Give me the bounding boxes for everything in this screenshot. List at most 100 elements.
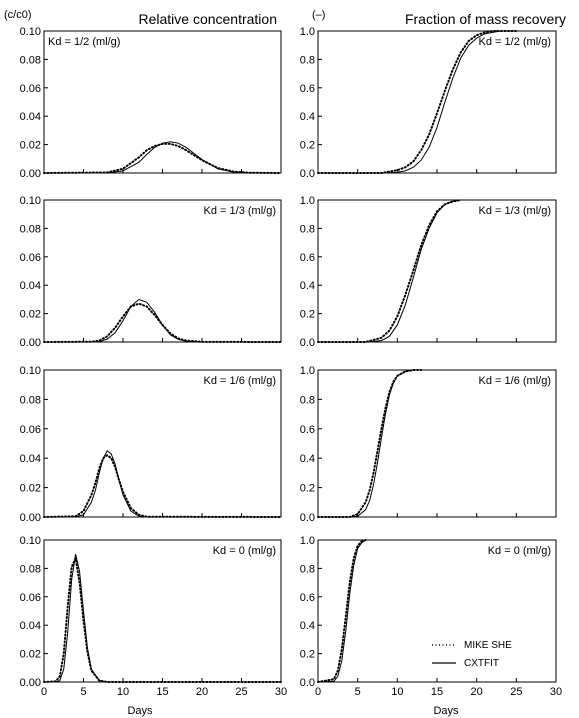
panel-left-1-y-tick-label: 0.08: [20, 54, 41, 66]
panel-right-1-frame: [317, 30, 557, 174]
panel-right-4-cxtfit-line: [317, 539, 366, 683]
panel-left-3-y-tick-label: 0.08: [20, 394, 41, 406]
panel-left-1-y-tick-label: 0.02: [20, 140, 41, 152]
panel-left-1-cxtfit-line: [43, 141, 282, 174]
panel-left-4-y-tick-label: 0.10: [20, 535, 41, 547]
panel-left-4-x-tick-label: 25: [235, 686, 247, 698]
panel-left-1-frame: [43, 30, 282, 174]
panel-right-3-y-tick-label: 0.0: [300, 512, 315, 524]
panel-right-3-y-tick-label: 0.4: [300, 453, 315, 465]
panel-left-2-mike-she-line: [43, 302, 282, 343]
panel-right-4-kd-label: Kd = 0 (ml/g): [488, 545, 551, 557]
panel-right-4-y-tick-label: 0.8: [300, 563, 315, 575]
panel-right-4-y-tick-label: 0.2: [300, 649, 315, 661]
panel-left-1-y-tick-label: 0.04: [20, 111, 41, 123]
panel-left-2-cxtfit-line: [44, 298, 281, 343]
panel-right-4-x-tick-label: 5: [355, 686, 361, 698]
panel-left-4-y-tick-label: 0.08: [20, 563, 41, 575]
panel-right-2-y-tick-label: 0.8: [300, 223, 315, 235]
panel-left-2-y-tick-label: 0.08: [20, 223, 41, 235]
panel-right-4: 0.0 0.2 0.4 0.6 0.8 1.0 0 5 10 15 20 25 30 Kd = 0 (ml…: [300, 535, 562, 698]
panel-right-2: 0.0 0.2 0.4 0.6 0.8 1.0 Kd = 1/3 (ml/g): [300, 195, 557, 349]
panel-right-4-x-tick-label: 30: [550, 686, 562, 698]
panel-right-2-y-tick-label: 0.4: [300, 280, 315, 292]
panel-right-4-mike-she-line: [317, 539, 367, 683]
panel-left-3-mike-she-line: [43, 454, 282, 518]
panel-right-1-kd-label: Kd = 1/2 (ml/g): [479, 36, 551, 48]
panel-right-3-cxtfit-line: [318, 369, 422, 518]
panel-right-1-mike-she-line: [317, 30, 518, 174]
panel-right-1-cxtfit-line: [318, 30, 517, 174]
panel-left-3-y-tick-label: 0.00: [20, 512, 41, 524]
right-title: Fraction of mass recovery: [405, 11, 566, 27]
panel-left-3-cxtfit-line: [44, 450, 281, 518]
panel-right-3-y-tick-label: 0.6: [300, 424, 315, 436]
panel-left-2-y-tick-label: 0.02: [20, 309, 41, 321]
panel-left-3-y-tick-label: 0.02: [20, 483, 41, 495]
right-y-unit-label: (–): [312, 9, 325, 21]
panel-right-1-y-tick-label: 0.6: [300, 83, 315, 95]
panel-left-4-frame: [43, 539, 282, 683]
panel-left-1-y-tick-label: 0.06: [20, 83, 41, 95]
panel-left-2-kd-label: Kd = 1/3 (ml/g): [204, 205, 276, 217]
panel-right-4-x-tick-label: 15: [431, 686, 443, 698]
panel-right-3-y-tick-label: 0.2: [300, 483, 315, 495]
panel-left-3: 0.00 0.02 0.04 0.06 0.08 0.10 Kd = 1/6 (ml/g): [20, 365, 282, 524]
panel-right-3-y-tick-label: 0.8: [300, 394, 315, 406]
legend-cxtfit-label: CXTFIT: [464, 658, 499, 669]
panel-right-2-y-tick-label: 1.0: [300, 195, 315, 207]
panel-left-4-x-tick-label: 15: [156, 686, 168, 698]
panel-right-2-y-tick-label: 0.2: [300, 309, 315, 321]
panel-left-4-y-tick-label: 0.00: [20, 677, 41, 689]
panel-left-1-mike-she-line: [43, 142, 282, 174]
legend-mike-she-label: MIKE SHE: [464, 640, 512, 651]
panel-left-4-y-tick-label: 0.06: [20, 592, 41, 604]
panel-right-2-cxtfit-line: [318, 199, 461, 343]
left-y-unit-label: (c/c0): [4, 9, 32, 21]
panel-left-4-mike-she-line: [43, 555, 282, 683]
panel-left-2-y-tick-label: 0.06: [20, 252, 41, 264]
panel-right-2-y-tick-label: 0.0: [300, 337, 315, 349]
left-x-axis-label: Days: [127, 705, 153, 717]
panel-left-1-kd-label: Kd = 1/2 (ml/g): [48, 36, 120, 48]
panel-right-2-y-tick-label: 0.6: [300, 252, 315, 264]
panel-right-4-y-tick-label: 0.0: [300, 677, 315, 689]
panel-right-2-frame: [317, 199, 557, 343]
panel-left-2-y-tick-label: 0.10: [20, 195, 41, 207]
panel-right-3-frame: [317, 369, 557, 518]
panel-right-1-y-tick-label: 0.2: [300, 140, 315, 152]
panel-left-4-y-tick-label: 0.04: [20, 620, 41, 632]
right-x-axis-label: Days: [433, 705, 459, 717]
panel-right-1-y-tick-label: 0.0: [300, 168, 315, 180]
panel-right-1-y-tick-label: 0.8: [300, 54, 315, 66]
panel-left-4: 0.00 0.02 0.04 0.06 0.08 0.10 0 5 10 15 20 25 30 Kd =…: [20, 535, 288, 698]
panel-left-4-x-tick-label: 30: [275, 686, 287, 698]
panel-right-2-kd-label: Kd = 1/3 (ml/g): [479, 205, 551, 217]
panel-right-4-y-tick-label: 1.0: [300, 535, 315, 547]
panel-left-3-frame: [43, 369, 282, 518]
panel-left-1-y-tick-label: 0.10: [20, 26, 41, 38]
panel-left-4-x-tick-label: 10: [117, 686, 129, 698]
panel-left-2-y-tick-label: 0.00: [20, 337, 41, 349]
panel-left-4-x-tick-label: 0: [41, 686, 47, 698]
panel-left-1-y-tick-label: 0.00: [20, 168, 41, 180]
panel-left-4-x-tick-label: 20: [196, 686, 208, 698]
panel-right-4-x-tick-label: 25: [510, 686, 522, 698]
panel-left-1: 0.00 0.02 0.04 0.06 0.08 0.10 Kd = 1/2 (ml/g): [20, 26, 282, 180]
legend: MIKE SHE CXTFIT: [432, 640, 512, 669]
panel-right-3-kd-label: Kd = 1/6 (ml/g): [479, 375, 551, 387]
panel-right-1-y-tick-label: 1.0: [300, 26, 315, 38]
panel-left-4-y-tick-label: 0.02: [20, 649, 41, 661]
panel-right-4-y-tick-label: 0.4: [300, 620, 315, 632]
panel-left-2-y-tick-label: 0.04: [20, 280, 41, 292]
panel-right-1: 0.0 0.2 0.4 0.6 0.8 1.0 Kd = 1/2 (ml/g): [300, 26, 557, 180]
panel-left-4-cxtfit-line: [44, 554, 281, 683]
panel-right-4-y-tick-label: 0.6: [300, 592, 315, 604]
panel-left-3-kd-label: Kd = 1/6 (ml/g): [204, 375, 276, 387]
panel-right-2-mike-she-line: [317, 199, 462, 343]
panel-left-2: 0.00 0.02 0.04 0.06 0.08 0.10 Kd = 1/3 (ml/g): [20, 195, 282, 349]
panel-right-4-x-tick-label: 10: [391, 686, 403, 698]
panel-right-3-mike-she-line: [317, 369, 423, 518]
